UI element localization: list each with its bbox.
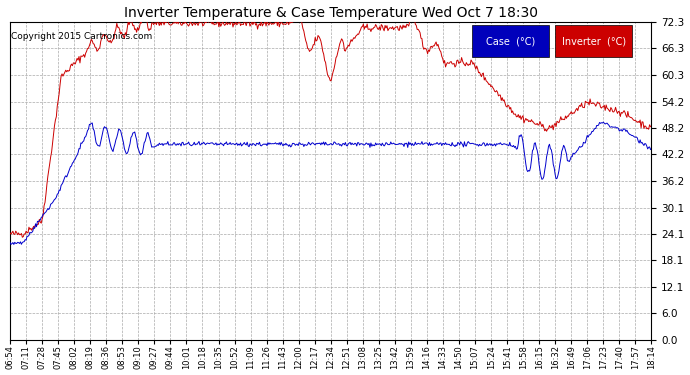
Text: Inverter  (°C): Inverter (°C) xyxy=(562,36,626,46)
FancyBboxPatch shape xyxy=(472,25,549,57)
Text: Case  (°C): Case (°C) xyxy=(486,36,535,46)
Title: Inverter Temperature & Case Temperature Wed Oct 7 18:30: Inverter Temperature & Case Temperature … xyxy=(124,6,538,20)
FancyBboxPatch shape xyxy=(555,25,632,57)
Text: Copyright 2015 Cartronics.com: Copyright 2015 Cartronics.com xyxy=(11,32,152,40)
